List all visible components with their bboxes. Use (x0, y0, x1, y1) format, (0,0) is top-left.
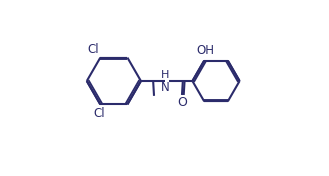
Text: O: O (178, 96, 188, 109)
Text: Cl: Cl (94, 107, 105, 120)
Text: H: H (161, 70, 169, 80)
Text: Cl: Cl (88, 43, 99, 56)
Text: OH: OH (196, 45, 214, 57)
Text: N: N (161, 81, 170, 94)
